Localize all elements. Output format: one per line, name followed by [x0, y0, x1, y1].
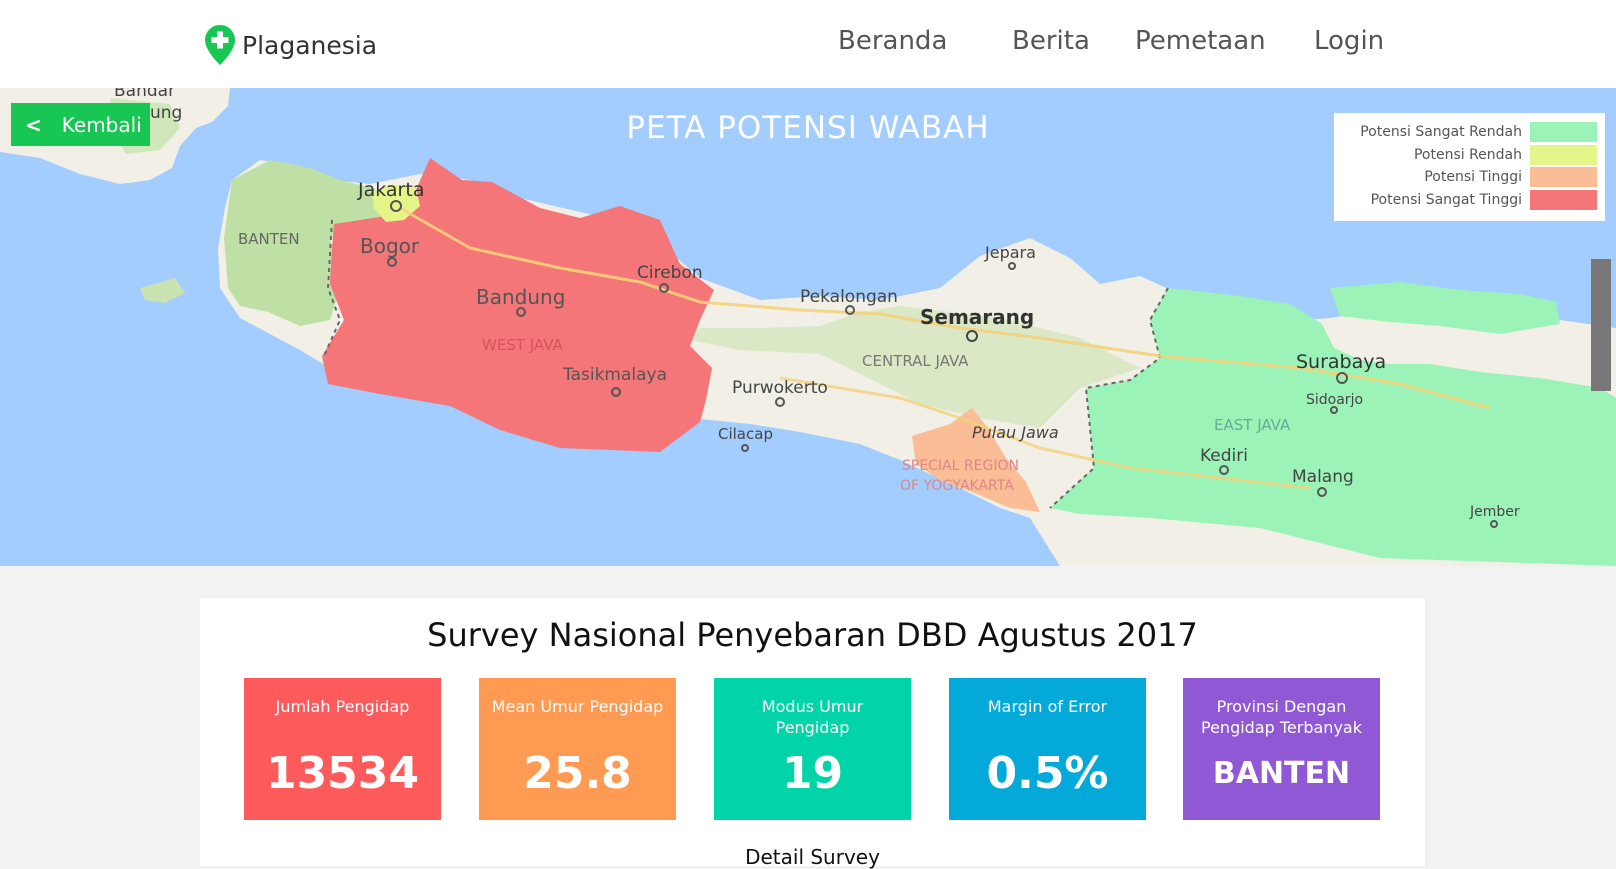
road-lines: [399, 206, 1491, 410]
label-lampung: ung: [150, 103, 182, 123]
city-marker-jakarta: [390, 200, 402, 212]
nav-berita[interactable]: Berita: [1012, 26, 1090, 56]
scrollbar-thumb[interactable]: [1591, 259, 1611, 391]
legend-label: Potensi Tinggi: [1424, 169, 1522, 186]
city-marker-semarang: [966, 330, 978, 342]
label-malang: Malang: [1292, 467, 1354, 487]
city-marker-sidoarjo: [1330, 406, 1338, 414]
region-banten: [224, 160, 396, 326]
city-marker-kediri: [1219, 465, 1229, 475]
brand-name: Plaganesia: [242, 30, 378, 60]
city-marker-tasikmalaya: [611, 387, 621, 397]
stat-margin-of-error: Margin of Error 0.5%: [949, 678, 1146, 820]
legend-swatch: [1530, 122, 1597, 143]
boundary-east-central: [1049, 287, 1169, 509]
label-special-region-2: OF YOGYAKARTA: [900, 478, 1014, 494]
brand-logo[interactable]: Plaganesia: [204, 24, 377, 66]
city-marker-jepara: [1008, 262, 1016, 270]
madura-island: [1330, 282, 1560, 334]
legend-label: Potensi Rendah: [1413, 146, 1522, 163]
stat-label: Provinsi Dengan Pengidap Terbanyak: [1201, 697, 1362, 737]
label-bandar: Bandar: [114, 88, 175, 101]
stat-mean-umur: Mean Umur Pengidap 25.8: [479, 678, 676, 820]
map-title: PETA POTENSI WABAH: [626, 110, 990, 146]
stat-label: Modus Umur Pengidap: [761, 697, 864, 737]
label-jepara: Jepara: [984, 243, 1036, 262]
stat-modus-umur: Modus Umur Pengidap 19: [714, 678, 911, 820]
nav-pemetaan[interactable]: Pemetaan: [1135, 26, 1266, 56]
road-lines-2: [779, 376, 1311, 490]
city-marker-bogor: [387, 257, 397, 267]
survey-card: Survey Nasional Penyebaran DBD Agustus 2…: [200, 598, 1425, 869]
legend-swatch: [1530, 144, 1597, 165]
legend-label: Potensi Sangat Rendah: [1360, 124, 1522, 141]
detail-survey-link[interactable]: Detail Survey: [745, 845, 880, 869]
city-marker-pekalongan: [845, 305, 855, 315]
label-bandung: Bandung: [476, 285, 565, 309]
city-marker-purwokerto: [775, 397, 785, 407]
label-special-region-1: SPECIAL REGION: [902, 458, 1019, 474]
legend-swatch: [1530, 189, 1597, 210]
back-button[interactable]: < Kembali: [11, 103, 150, 146]
label-jakarta: Jakarta: [357, 179, 424, 201]
label-pulau-jawa: Pulau Jawa: [972, 423, 1059, 442]
region-yogyakarta: [912, 408, 1040, 512]
label-bogor: Bogor: [360, 234, 420, 258]
stat-jumlah-pengidap: Jumlah Pengidap 13534: [244, 678, 441, 820]
stat-value: 0.5%: [986, 748, 1109, 799]
label-semarang: Semarang: [920, 305, 1034, 329]
outbreak-map[interactable]: Bandar ung Jakarta BANTEN Bogor Cirebon …: [0, 88, 1616, 566]
city-marker-cilacap: [741, 444, 749, 452]
label-pekalongan: Pekalongan: [800, 287, 898, 307]
stat-label: Jumlah Pengidap: [275, 697, 410, 716]
legend-item: Potensi Sangat Rendah: [1342, 121, 1597, 144]
label-surabaya: Surabaya: [1296, 351, 1386, 373]
map-canvas[interactable]: Bandar ung Jakarta BANTEN Bogor Cirebon …: [0, 88, 1616, 566]
city-marker-surabaya: [1336, 372, 1348, 384]
stat-label: Margin of Error: [987, 697, 1108, 716]
label-banten: BANTEN: [238, 230, 300, 248]
chevron-left-icon: <: [25, 112, 42, 137]
label-sidoarjo: Sidoarjo: [1306, 392, 1363, 408]
city-marker-jember: [1490, 520, 1498, 528]
stat-value: 25.8: [523, 748, 632, 799]
label-cilacap: Cilacap: [718, 425, 773, 443]
legend-item: Potensi Sangat Tinggi: [1342, 189, 1597, 212]
nav-login[interactable]: Login: [1314, 26, 1385, 56]
label-purwokerto: Purwokerto: [732, 378, 828, 398]
label-east-java: EAST JAVA: [1214, 416, 1291, 434]
stat-provinsi-terbanyak: Provinsi Dengan Pengidap Terbanyak BANTE…: [1183, 678, 1380, 820]
stat-value: 19: [781, 748, 844, 799]
label-cirebon: Cirebon: [637, 263, 703, 283]
city-marker-malang: [1317, 487, 1327, 497]
stat-value: 13534: [265, 748, 420, 799]
label-kediri: Kediri: [1200, 446, 1248, 466]
legend-label: Potensi Sangat Tinggi: [1370, 191, 1522, 208]
stat-label: Mean Umur Pengidap: [491, 697, 664, 716]
label-central-java: CENTRAL JAVA: [862, 352, 969, 370]
island-small: [140, 278, 185, 303]
survey-title: Survey Nasional Penyebaran DBD Agustus 2…: [427, 616, 1198, 654]
label-tasikmalaya: Tasikmalaya: [562, 365, 667, 385]
legend-item: Potensi Rendah: [1342, 144, 1597, 167]
navbar: Plaganesia Beranda Berita Pemetaan Login: [0, 0, 1616, 88]
legend-item: Potensi Tinggi: [1342, 166, 1597, 189]
region-west-java: [322, 158, 714, 452]
label-west-java: WEST JAVA: [482, 336, 564, 354]
nav-beranda[interactable]: Beranda: [838, 26, 948, 56]
label-jember: Jember: [1469, 504, 1520, 520]
back-button-label: Kembali: [61, 112, 142, 137]
map-legend: Potensi Sangat Rendah Potensi Rendah Pot…: [1334, 113, 1605, 221]
legend-swatch: [1530, 167, 1597, 188]
boundary-banten-westjava: [323, 219, 342, 357]
stat-value: BANTEN: [1212, 756, 1351, 791]
map-pin-plus-icon: [205, 25, 235, 65]
city-marker-bandung: [516, 307, 526, 317]
city-marker-cirebon: [659, 283, 669, 293]
